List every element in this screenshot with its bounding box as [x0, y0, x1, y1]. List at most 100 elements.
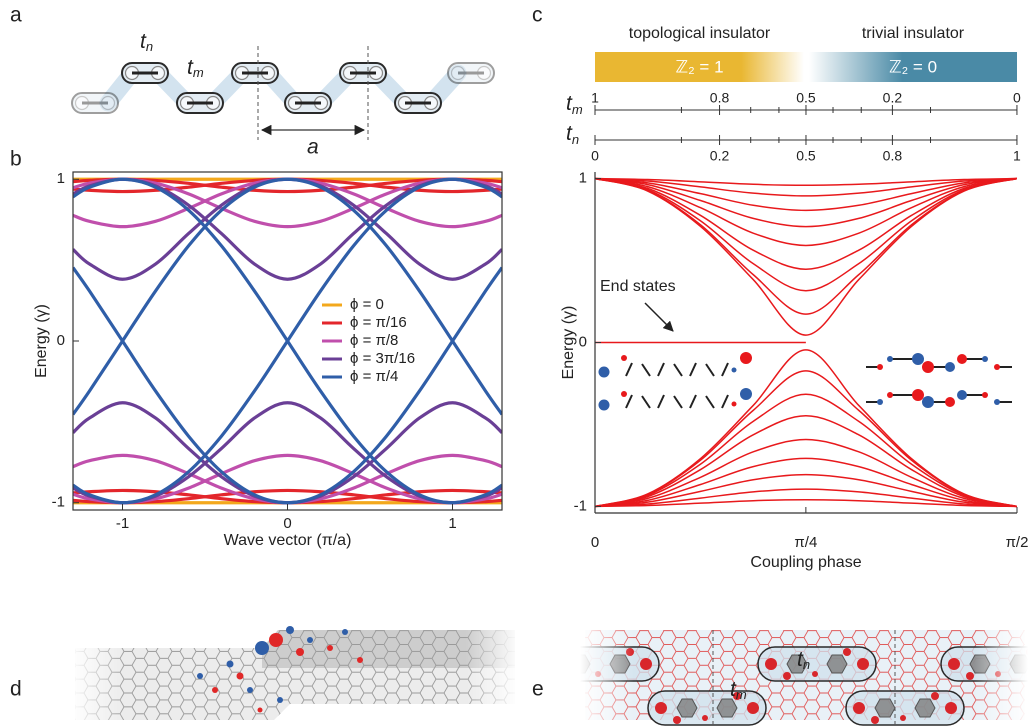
scale-tick-label: 1 — [591, 90, 599, 106]
panel-d-diagram-part-part — [237, 673, 244, 680]
panel-d-diagram-part-part — [197, 673, 203, 679]
panel-label: a — [10, 4, 22, 27]
panel-d-diagram-part-part — [327, 645, 333, 651]
y-tick-label: 1 — [579, 170, 587, 187]
panel-c-insets-part — [912, 353, 924, 365]
panel-c-insets-part — [945, 362, 955, 372]
band-line — [73, 455, 502, 502]
x-axis-title: Coupling phase — [750, 554, 861, 571]
subscript: m — [572, 102, 583, 117]
period-label: a — [307, 136, 319, 159]
panel-label: c — [532, 4, 543, 27]
subscript: m — [193, 65, 204, 80]
panel-d-diagram-part-part — [247, 687, 253, 693]
panel-d-diagram-part — [75, 630, 515, 720]
band-line — [73, 179, 502, 226]
x-tick-label: 0 — [283, 515, 291, 532]
panel-d-diagram-part-part — [296, 648, 304, 656]
panel-c-insets-part — [994, 399, 1000, 405]
panel-e-diagram-part — [541, 647, 659, 681]
subscript: n — [572, 132, 579, 147]
panel-a-diagram-part — [448, 63, 494, 83]
scale-name: tn — [566, 122, 579, 148]
x-tick-label: π/2 — [1006, 534, 1028, 551]
panel-e-diagram-part — [846, 691, 964, 725]
panel-d-diagram-part-part — [307, 637, 313, 643]
scale-tick-label: 0.5 — [796, 90, 816, 106]
scale-tick-label: 0.8 — [710, 90, 730, 106]
panel-c-insets-part — [732, 368, 737, 373]
band-line — [73, 179, 502, 414]
panel-c-insets-part — [957, 390, 967, 400]
figure: a b c d e tn tm a tn tm -101-101Wave vec… — [0, 0, 1028, 728]
panel-a-diagram-part: tm — [187, 56, 204, 81]
annotation: End states — [600, 278, 676, 295]
scale-tick-label: 0.5 — [796, 148, 816, 164]
panel-e-diagram-part — [758, 647, 876, 681]
y-tick-label: -1 — [574, 497, 587, 514]
legend-label: ϕ = π/16 — [350, 314, 407, 331]
panel-c-insets-part — [982, 356, 988, 362]
panel-c-insets-part — [887, 356, 893, 362]
scale-tick-label: 0.8 — [883, 148, 903, 164]
panel-c-insets-part — [877, 364, 883, 370]
panel-c-insets-part — [945, 397, 955, 407]
y-tick-label: 0 — [579, 333, 587, 350]
scale-tick-label: 0 — [1013, 90, 1021, 106]
panel-c-insets-part — [732, 402, 737, 407]
scale-tick-label: 0.2 — [883, 90, 903, 106]
panel-d-diagram-part-part — [357, 657, 363, 663]
panel-e-diagram-part — [941, 647, 1028, 681]
band-line — [73, 179, 502, 279]
panel-c-insets-part — [982, 392, 988, 398]
panel-d-diagram — [75, 626, 515, 720]
band-line — [73, 179, 502, 226]
scale-tick-label: 1 — [1013, 148, 1021, 164]
y-tick-label: 0 — [57, 332, 65, 349]
subscript: m — [736, 687, 747, 702]
panel-a-diagram-part: tn — [140, 30, 153, 55]
panel-d-diagram-part-part — [269, 633, 283, 647]
band-line — [73, 403, 502, 503]
panel-c-insets-part — [621, 391, 627, 397]
phase-label: ℤ₂ = 1 — [675, 57, 723, 76]
y-tick-label: 1 — [57, 170, 65, 187]
panel-c-insets-part — [877, 399, 883, 405]
y-axis-title: Energy (γ) — [560, 306, 577, 380]
x-tick-label: π/4 — [794, 534, 817, 551]
panel-d-diagram-part-part — [258, 708, 263, 713]
panel-c-insets-part — [957, 354, 967, 364]
panel-a-diagram-part — [285, 93, 331, 113]
panel-c-insets-part — [887, 392, 893, 398]
scale-name: tm — [566, 92, 583, 118]
scale-tick-label: 0 — [591, 148, 599, 164]
plot-area — [73, 179, 502, 502]
band-line — [73, 403, 502, 503]
panel-a-diagram-part — [72, 93, 118, 113]
panel-label: d — [10, 678, 22, 701]
legend-label: ϕ = 0 — [350, 296, 384, 313]
panel-label: e — [532, 678, 544, 701]
y-tick-label: -1 — [52, 494, 65, 511]
panel-c-insets-part — [645, 303, 673, 331]
y-axis-title: Energy (γ) — [33, 304, 50, 378]
panel-a-diagram-part — [122, 63, 168, 83]
panel-c-insets-part — [740, 388, 752, 400]
phase-title: topological insulator — [629, 25, 771, 42]
band-line — [73, 455, 502, 502]
band-line — [595, 371, 1017, 507]
phase-title: trivial insulator — [862, 25, 965, 42]
scale-tick-label: 0.2 — [710, 148, 730, 164]
phase-label: ℤ₂ = 0 — [889, 57, 937, 76]
subscript: n — [803, 657, 810, 672]
panel-c-insets-part — [599, 400, 610, 411]
band-line — [73, 268, 502, 503]
x-tick-label: -1 — [116, 515, 129, 532]
x-tick-label: 0 — [591, 534, 599, 551]
panel-c-insets-part — [599, 367, 610, 378]
panel-e-diagram-part — [648, 691, 766, 725]
legend-label: ϕ = π/8 — [350, 332, 398, 349]
panel-a-diagram-part — [232, 63, 278, 83]
plot-area — [595, 179, 1017, 507]
panel-e-diagram — [541, 630, 1028, 725]
